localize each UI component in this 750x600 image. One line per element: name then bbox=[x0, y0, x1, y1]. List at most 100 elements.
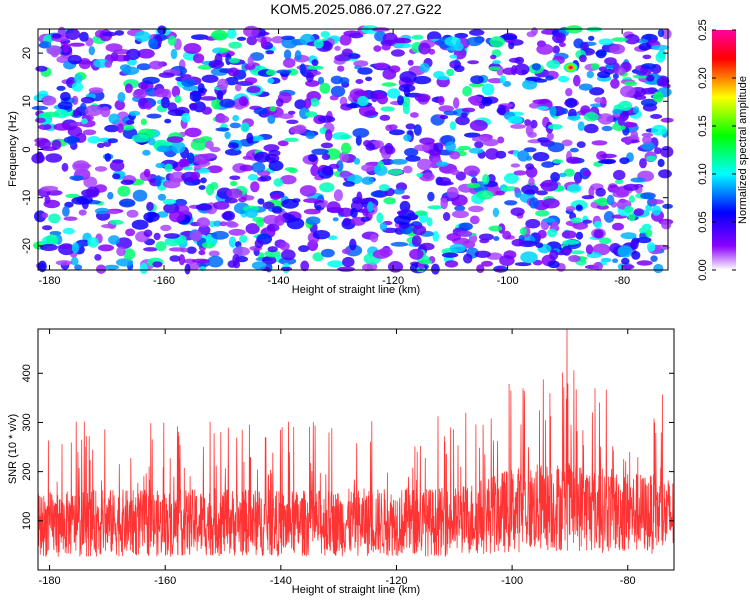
spectrogram-cell bbox=[281, 249, 296, 261]
spectrogram-cell bbox=[355, 79, 364, 84]
spectrogram-cell bbox=[567, 115, 581, 121]
spectrogram-cell bbox=[639, 158, 647, 169]
spectrogram-cell bbox=[559, 42, 566, 48]
spectrogram-cell bbox=[62, 42, 70, 54]
spectrogram-cell bbox=[419, 63, 430, 73]
spectrogram-cell bbox=[405, 123, 416, 130]
spectrogram-cell bbox=[78, 58, 92, 70]
spectrogram-cell bbox=[365, 76, 373, 82]
spectrogram-cell bbox=[193, 165, 202, 171]
colorbar-tick-label: 0.15 bbox=[697, 115, 709, 136]
spectrogram-cell bbox=[120, 179, 134, 185]
spectrogram-cell bbox=[205, 233, 213, 246]
spectrogram-cell bbox=[521, 184, 539, 195]
spectrogram-cell bbox=[245, 208, 258, 219]
spectrogram-cell bbox=[288, 167, 298, 174]
spectrogram-cell bbox=[116, 258, 134, 267]
spectrogram-cell bbox=[104, 153, 112, 162]
spectrogram-cell bbox=[238, 196, 247, 203]
spectrogram-y-tick-label: -10 bbox=[21, 190, 33, 206]
colorbar-tick-label: 0.00 bbox=[697, 259, 709, 280]
spectrogram-cell bbox=[267, 246, 278, 253]
spectrogram-cell bbox=[612, 108, 623, 115]
spectrogram-cell bbox=[549, 250, 559, 260]
spectrogram-cell bbox=[353, 157, 361, 165]
spectrogram-cell bbox=[192, 258, 210, 264]
spectrogram-cell bbox=[105, 210, 120, 215]
spectrogram-cell bbox=[630, 130, 639, 140]
spectrogram-cell bbox=[443, 110, 458, 116]
spectrogram-cell bbox=[632, 106, 640, 114]
spectrogram-cell bbox=[148, 38, 159, 49]
spectrogram-cell bbox=[44, 195, 51, 204]
spectrogram-cell bbox=[461, 107, 476, 113]
spectrogram-cell bbox=[305, 216, 321, 225]
spectrogram-cell bbox=[333, 189, 343, 202]
spectrogram-cell bbox=[373, 45, 382, 52]
spectrogram-cell bbox=[228, 57, 240, 64]
spectrogram-cell bbox=[652, 91, 664, 103]
spectrogram-cell bbox=[211, 97, 222, 110]
spectrogram-cell bbox=[259, 175, 272, 182]
spectrogram-cell bbox=[146, 113, 162, 119]
spectrogram-cell bbox=[268, 160, 284, 171]
spectrogram-cell bbox=[337, 266, 355, 272]
spectrogram-cell bbox=[558, 172, 567, 178]
spectrogram-cell bbox=[80, 102, 87, 111]
spectrogram-cell bbox=[655, 52, 666, 63]
spectrogram-cell bbox=[547, 260, 560, 269]
spectrogram-cell bbox=[187, 152, 195, 164]
snr-y-tick-label: 100 bbox=[21, 512, 33, 530]
spectrogram-cell bbox=[379, 222, 388, 231]
spectrogram-cell bbox=[634, 95, 647, 100]
spectrogram-cell bbox=[208, 59, 225, 69]
spectrogram-cell bbox=[153, 88, 170, 98]
spectrogram-cell bbox=[469, 29, 485, 36]
spectrogram-cell bbox=[62, 206, 70, 217]
spectrogram-cell bbox=[436, 75, 450, 81]
spectrogram-cell bbox=[365, 111, 379, 116]
spectrogram-cell bbox=[166, 136, 184, 143]
spectrogram-cell bbox=[190, 230, 203, 242]
spectrogram-cell bbox=[528, 197, 540, 209]
spectrogram-y-tick-label: -20 bbox=[21, 238, 33, 254]
spectrogram-cell bbox=[382, 68, 397, 80]
spectrogram-cell bbox=[56, 85, 66, 91]
spectrogram-cell bbox=[537, 229, 547, 239]
spectrogram-cell bbox=[225, 220, 237, 227]
spectrogram-cell bbox=[640, 192, 656, 200]
spectrogram-cell bbox=[198, 225, 211, 236]
spectrogram-cell bbox=[638, 43, 652, 51]
spectrogram-cell bbox=[621, 257, 630, 265]
spectrogram-cell bbox=[270, 193, 281, 200]
spectrogram-cell bbox=[513, 170, 527, 176]
spectrogram-cell bbox=[431, 263, 440, 275]
spectrogram-cell bbox=[432, 231, 440, 242]
spectrogram-cell bbox=[171, 85, 181, 98]
spectrogram-cell bbox=[281, 37, 298, 49]
spectrogram-cell bbox=[193, 53, 205, 64]
spectrogram-cell bbox=[184, 263, 191, 275]
spectrogram-cell bbox=[402, 103, 410, 115]
spectrogram-cell bbox=[504, 172, 519, 184]
spectrogram-cell bbox=[228, 41, 242, 49]
spectrogram-cell bbox=[117, 185, 131, 197]
spectrogram-cell bbox=[504, 200, 518, 206]
spectrogram-cell bbox=[488, 225, 503, 232]
spectrogram-cell bbox=[579, 54, 587, 63]
spectrogram-cell bbox=[341, 248, 351, 255]
spectrogram-cell bbox=[591, 140, 608, 146]
spectrogram-cell bbox=[67, 54, 82, 65]
spectrogram-cell bbox=[40, 185, 59, 192]
spectrogram-cell bbox=[613, 169, 626, 181]
spectrogram-cell bbox=[228, 236, 237, 248]
spectrogram-cell bbox=[160, 224, 172, 232]
spectrogram-cell bbox=[45, 153, 63, 163]
spectrogram-cell bbox=[651, 124, 667, 136]
spectrogram-cell bbox=[325, 129, 333, 141]
spectrogram-cell bbox=[603, 211, 615, 223]
spectrogram-cell bbox=[535, 210, 550, 217]
spectrogram-cell bbox=[305, 80, 320, 87]
spectrogram-cell bbox=[481, 260, 493, 267]
spectrogram-cell bbox=[378, 184, 390, 192]
